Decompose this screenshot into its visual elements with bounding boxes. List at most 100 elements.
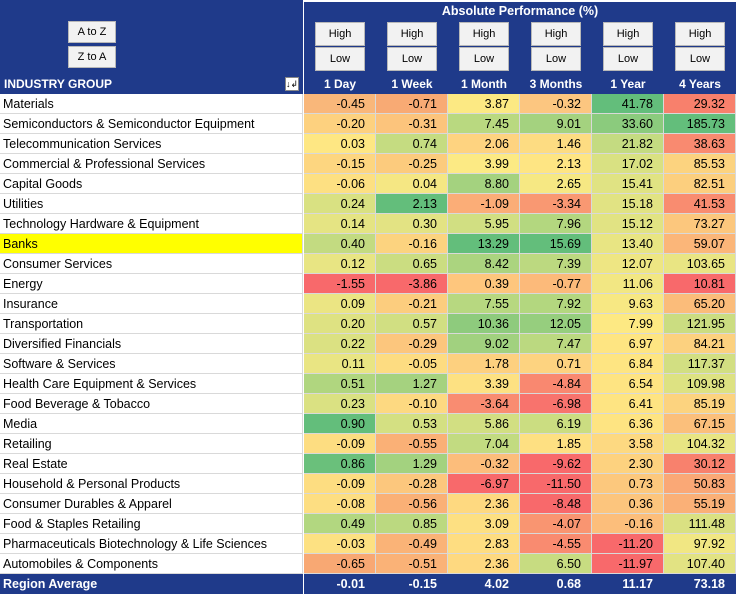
performance-value[interactable]: -0.71 — [376, 94, 448, 114]
sort-high-button-5[interactable]: High — [603, 22, 653, 46]
industry-group-name[interactable]: Energy — [0, 274, 303, 294]
performance-value[interactable]: 0.65 — [376, 254, 448, 274]
performance-value[interactable]: -9.62 — [520, 454, 592, 474]
performance-value[interactable]: 0.39 — [448, 274, 520, 294]
performance-value[interactable]: 7.04 — [448, 434, 520, 454]
performance-value[interactable]: -0.32 — [448, 454, 520, 474]
performance-value[interactable]: 185.73 — [664, 114, 736, 134]
performance-value[interactable]: 8.42 — [448, 254, 520, 274]
performance-value[interactable]: 0.12 — [304, 254, 376, 274]
performance-value[interactable]: 6.54 — [592, 374, 664, 394]
performance-value[interactable]: 2.65 — [520, 174, 592, 194]
performance-value[interactable]: 6.50 — [520, 554, 592, 574]
performance-value[interactable]: 5.95 — [448, 214, 520, 234]
performance-value[interactable]: 0.24 — [304, 194, 376, 214]
industry-group-name[interactable]: Transportation — [0, 314, 303, 334]
performance-value[interactable]: 50.83 — [664, 474, 736, 494]
performance-value[interactable]: 0.30 — [376, 214, 448, 234]
performance-value[interactable]: 109.98 — [664, 374, 736, 394]
performance-value[interactable]: 0.86 — [304, 454, 376, 474]
performance-value[interactable]: -0.09 — [304, 434, 376, 454]
performance-value[interactable]: -6.98 — [520, 394, 592, 414]
performance-value[interactable]: -0.08 — [304, 494, 376, 514]
performance-value[interactable]: -0.01 — [304, 574, 376, 594]
performance-value[interactable]: -0.10 — [376, 394, 448, 414]
performance-value[interactable]: 0.85 — [376, 514, 448, 534]
performance-value[interactable]: -0.20 — [304, 114, 376, 134]
performance-value[interactable]: 1.27 — [376, 374, 448, 394]
performance-value[interactable]: 7.96 — [520, 214, 592, 234]
performance-value[interactable]: 7.92 — [520, 294, 592, 314]
performance-value[interactable]: 85.53 — [664, 154, 736, 174]
performance-value[interactable]: 6.36 — [592, 414, 664, 434]
performance-value[interactable]: 1.78 — [448, 354, 520, 374]
industry-group-name[interactable]: Media — [0, 414, 303, 434]
performance-value[interactable]: 21.82 — [592, 134, 664, 154]
performance-value[interactable]: 0.20 — [304, 314, 376, 334]
performance-value[interactable]: 7.99 — [592, 314, 664, 334]
performance-value[interactable]: -0.05 — [376, 354, 448, 374]
industry-group-name[interactable]: Telecommunication Services — [0, 134, 303, 154]
performance-value[interactable]: -0.28 — [376, 474, 448, 494]
performance-value[interactable]: -3.34 — [520, 194, 592, 214]
performance-value[interactable]: -4.84 — [520, 374, 592, 394]
sort-high-button-6[interactable]: High — [675, 22, 725, 46]
performance-value[interactable]: -1.55 — [304, 274, 376, 294]
performance-value[interactable]: -0.56 — [376, 494, 448, 514]
performance-value[interactable]: 10.36 — [448, 314, 520, 334]
performance-value[interactable]: 104.32 — [664, 434, 736, 454]
sort-high-button-4[interactable]: High — [531, 22, 581, 46]
industry-group-name[interactable]: Household & Personal Products — [0, 474, 303, 494]
performance-value[interactable]: -0.03 — [304, 534, 376, 554]
performance-value[interactable]: -0.25 — [376, 154, 448, 174]
performance-value[interactable]: 15.41 — [592, 174, 664, 194]
performance-value[interactable]: -0.65 — [304, 554, 376, 574]
performance-value[interactable]: 33.60 — [592, 114, 664, 134]
performance-value[interactable]: 0.11 — [304, 354, 376, 374]
performance-value[interactable]: 3.09 — [448, 514, 520, 534]
performance-value[interactable]: -0.51 — [376, 554, 448, 574]
performance-value[interactable]: 0.57 — [376, 314, 448, 334]
sort-low-button-3[interactable]: Low — [459, 47, 509, 71]
performance-value[interactable]: 4.02 — [448, 574, 520, 594]
performance-value[interactable]: 11.17 — [592, 574, 664, 594]
performance-value[interactable]: 3.39 — [448, 374, 520, 394]
performance-value[interactable]: 7.45 — [448, 114, 520, 134]
sort-high-button-1[interactable]: High — [315, 22, 365, 46]
performance-value[interactable]: 59.07 — [664, 234, 736, 254]
industry-group-name[interactable]: Capital Goods — [0, 174, 303, 194]
performance-value[interactable]: 97.92 — [664, 534, 736, 554]
performance-value[interactable]: 7.47 — [520, 334, 592, 354]
sort-a-to-z-button[interactable]: A to Z — [68, 21, 116, 43]
industry-group-name[interactable]: Commercial & Professional Services — [0, 154, 303, 174]
performance-value[interactable]: 0.90 — [304, 414, 376, 434]
performance-value[interactable]: 7.55 — [448, 294, 520, 314]
performance-value[interactable]: -0.21 — [376, 294, 448, 314]
sort-filter-icon[interactable]: ↓↲ — [285, 77, 299, 91]
sort-low-button-1[interactable]: Low — [315, 47, 365, 71]
performance-value[interactable]: 84.21 — [664, 334, 736, 354]
performance-value[interactable]: 9.02 — [448, 334, 520, 354]
performance-value[interactable]: 0.40 — [304, 234, 376, 254]
performance-value[interactable]: 2.13 — [376, 194, 448, 214]
performance-value[interactable]: 103.65 — [664, 254, 736, 274]
performance-value[interactable]: 2.30 — [592, 454, 664, 474]
performance-value[interactable]: -6.97 — [448, 474, 520, 494]
performance-value[interactable]: 15.12 — [592, 214, 664, 234]
performance-value[interactable]: 67.15 — [664, 414, 736, 434]
performance-value[interactable]: 0.03 — [304, 134, 376, 154]
industry-group-name[interactable]: Food Beverage & Tobacco — [0, 394, 303, 414]
performance-value[interactable]: 0.68 — [520, 574, 592, 594]
performance-value[interactable]: -0.06 — [304, 174, 376, 194]
performance-value[interactable]: 3.58 — [592, 434, 664, 454]
performance-value[interactable]: 41.53 — [664, 194, 736, 214]
industry-group-name[interactable]: Health Care Equipment & Services — [0, 374, 303, 394]
region-average-label[interactable]: Region Average — [0, 574, 303, 594]
performance-value[interactable]: -11.97 — [592, 554, 664, 574]
performance-value[interactable]: 29.32 — [664, 94, 736, 114]
industry-group-name[interactable]: Insurance — [0, 294, 303, 314]
performance-value[interactable]: 73.27 — [664, 214, 736, 234]
sort-low-button-4[interactable]: Low — [531, 47, 581, 71]
industry-group-name[interactable]: Real Estate — [0, 454, 303, 474]
performance-value[interactable]: 0.53 — [376, 414, 448, 434]
